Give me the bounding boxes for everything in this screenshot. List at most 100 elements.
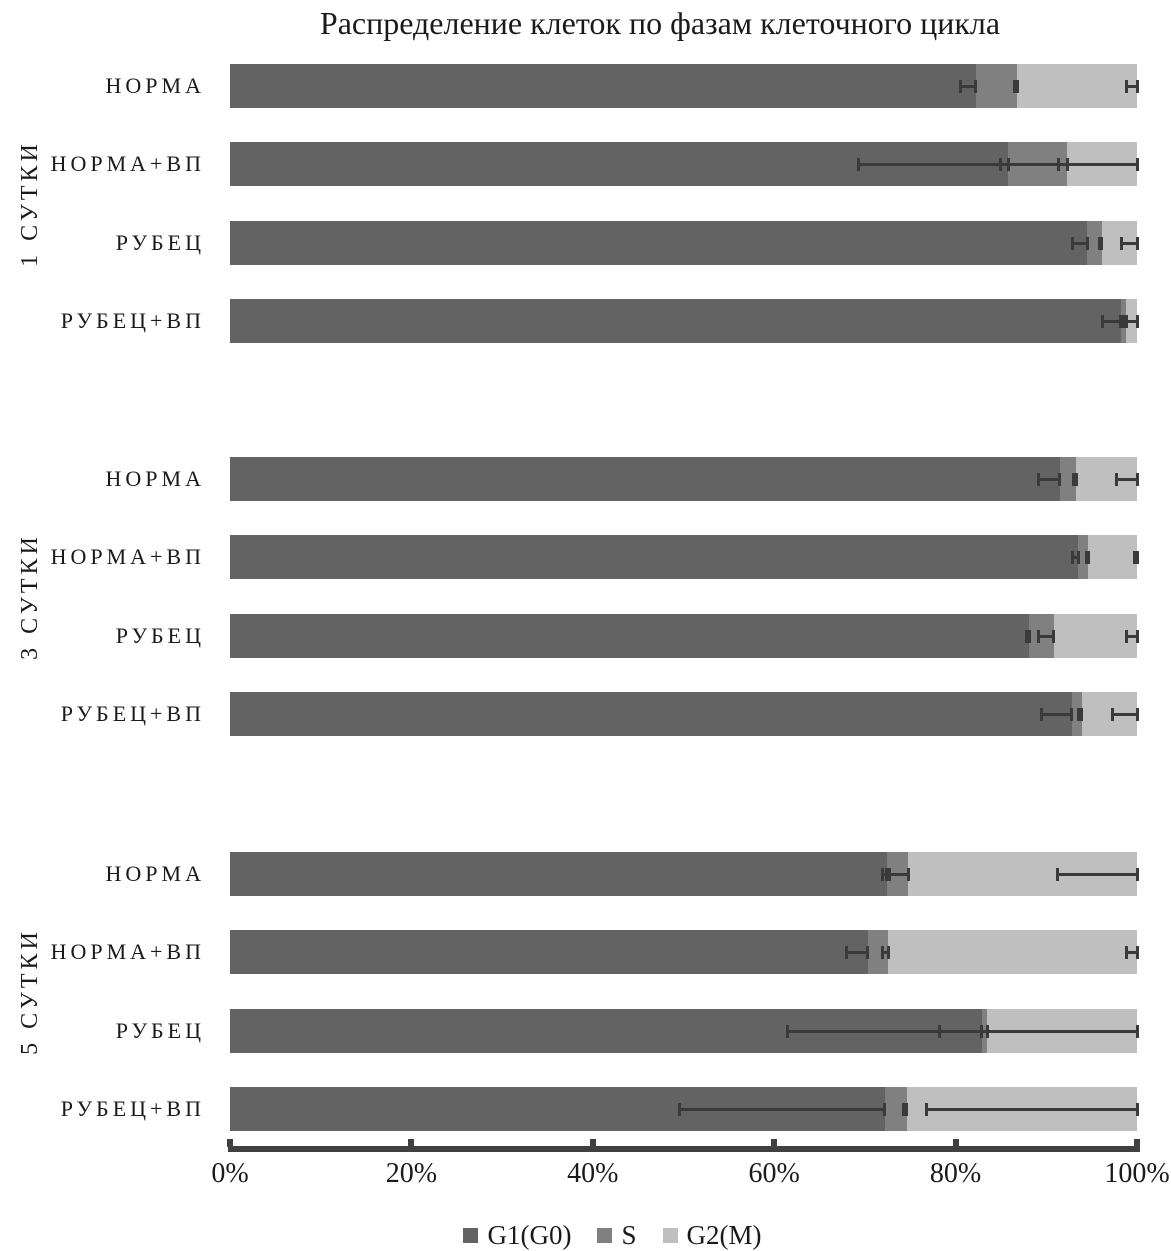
error-cap-high [1015,79,1019,93]
error-bar-G2(M) [1126,950,1137,954]
error-bar-S [939,1029,988,1033]
error-cap-high [1135,867,1139,881]
x-axis-tick [771,1139,778,1147]
error-cap-low [1071,550,1075,564]
error-cap-high [1100,236,1104,250]
error-bar-G2(M) [1122,319,1137,323]
error-bar-G2(M) [1057,872,1137,876]
error-bar-G1(G0) [679,1107,885,1111]
legend-swatch-S [597,1228,613,1243]
legend: G1(G0) S G2(M) [27,1220,1171,1251]
error-bar-G1(G0) [1102,319,1121,323]
error-bar-S [1038,634,1054,638]
segment-S [975,64,1018,108]
legend-item-G2(M): G2(M) [662,1220,762,1251]
stacked-bar [230,221,1137,265]
error-cap-high [1058,472,1062,486]
error-bar-G2(M) [926,1107,1137,1111]
error-cap-low [1072,472,1075,486]
segment-G1(G0) [230,930,868,974]
row-label: РУБЕЦ+ВП [60,1096,205,1121]
error-cap-high [1074,472,1078,486]
row-label: РУБЕЦ [115,230,205,255]
error-cap-low [1036,472,1040,486]
error-cap-low [1120,314,1124,328]
error-bar-G1(G0) [882,872,887,876]
chart-title: Распределение клеток по фазам клеточного… [319,5,1001,41]
x-axis-tick [952,1139,959,1147]
error-bar-G2(M) [1126,634,1137,638]
legend-item-G1(G0): G1(G0) [463,1220,571,1251]
error-cap-high [905,1102,909,1116]
legend-label: S [621,1220,637,1250]
stacked-bar [230,930,1137,974]
stacked-bar [230,299,1137,343]
error-cap-low [980,1024,984,1038]
segment-S [1059,457,1077,501]
row-label: НОРМА+ВП [50,939,205,964]
segment-S [1078,535,1088,579]
error-cap-high [1052,629,1056,643]
error-cap-low [1084,550,1088,564]
error-cap-high [1135,945,1139,959]
x-axis-tick [227,1139,233,1147]
error-cap-low [937,1024,941,1038]
segment-G2(M) [1053,614,1137,658]
error-cap-low [925,1102,929,1116]
error-cap-low [1036,629,1040,643]
error-cap-low [999,157,1003,171]
error-cap-low [1101,314,1105,328]
segment-G1(G0) [230,457,1060,501]
x-axis-tick-label: 20% [385,1158,438,1189]
error-cap-high [886,945,890,959]
row-label: РУБЕЦ [115,1018,205,1043]
segment-S [867,930,889,974]
error-cap-high [1119,314,1123,328]
row-label: РУБЕЦ+ВП [60,701,205,726]
error-cap-low [1071,236,1075,250]
x-axis-tick-label: 40% [567,1158,619,1189]
error-bar-G1(G0) [1041,712,1072,716]
row-label: РУБЕЦ+ВП [60,308,205,333]
error-cap-high [1027,629,1031,643]
error-cap-low [786,1024,790,1038]
row-label: НОРМА+ВП [50,544,205,569]
error-bar-G2(M) [1000,162,1137,166]
error-cap-high [1135,629,1139,643]
error-cap-high [1135,79,1139,93]
segment-G1(G0) [230,535,1079,579]
segment-G1(G0) [230,299,1121,343]
error-bar-G2(M) [1112,712,1137,716]
error-cap-high [1076,550,1080,564]
stacked-bar [230,457,1137,501]
stacked-bar [230,535,1137,579]
error-cap-low [1040,707,1044,721]
error-cap-low [887,867,891,881]
error-cap-high [1135,314,1139,328]
error-cap-low [1124,629,1128,643]
error-bar-G1(G0) [858,162,1009,166]
error-bar-G1(G0) [787,1029,982,1033]
error-cap-high [906,867,910,881]
error-cap-low [1077,707,1081,721]
error-cap-high [866,945,870,959]
x-axis-tick-label: 100% [1104,1158,1170,1189]
row-label: НОРМА+ВП [50,151,205,176]
segment-G1(G0) [230,852,887,896]
error-cap-high [1135,157,1139,171]
x-axis-tick-label: 60% [748,1158,800,1189]
legend-swatch-G2(M) [662,1228,678,1243]
error-bar-G2(M) [1116,477,1137,481]
error-cap-low [857,157,861,171]
segment-G2(M) [1017,64,1137,108]
error-bar-G2(M) [1126,84,1137,88]
segment-G1(G0) [230,221,1088,265]
stacked-bar [230,614,1137,658]
error-cap-low [1111,707,1114,721]
error-cap-high [883,1102,887,1116]
row-label: НОРМА [105,861,205,886]
error-cap-high [1085,236,1089,250]
error-cap-low [1114,472,1118,486]
x-axis-tick-label: 0% [211,1158,249,1189]
stacked-bar [230,692,1137,736]
